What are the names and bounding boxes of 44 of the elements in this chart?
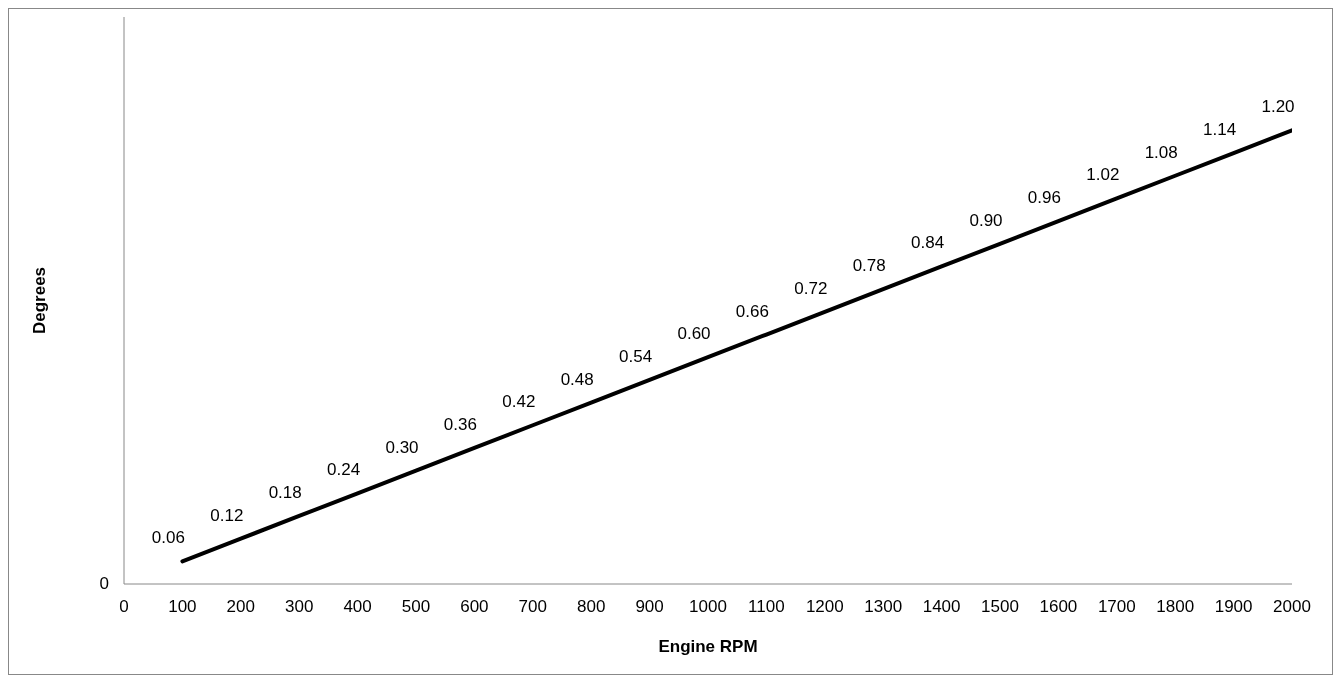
x-tick-label: 1800 [1156, 597, 1195, 617]
data-label: 1.14 [1203, 120, 1237, 140]
x-tick-label: 1300 [864, 597, 903, 617]
y-axis-title: Degrees [30, 266, 50, 335]
text: 0 [98, 574, 109, 594]
x-tick-label: 300 [285, 597, 314, 617]
x-tick-label: 600 [460, 597, 489, 617]
x-tick-label: 800 [577, 597, 606, 617]
x-tick-label: 200 [226, 597, 255, 617]
x-tick-label: 1900 [1214, 597, 1253, 617]
data-label: 0.60 [677, 324, 711, 344]
x-tick-label: 1100 [748, 597, 785, 617]
x-tick-label: 500 [401, 597, 431, 617]
x-axis-title: Engine RPM [658, 637, 758, 656]
x-tick-label: 1400 [922, 597, 961, 617]
data-label: 0.54 [619, 346, 653, 366]
data-label: 0.24 [327, 460, 361, 480]
x-tick-label: 0 [119, 597, 129, 617]
data-label: 0.12 [210, 505, 244, 525]
x-tick-label: 100 [168, 597, 197, 617]
data-label: 0.66 [735, 301, 769, 321]
data-label: 0.72 [794, 278, 828, 298]
x-tick-label: 400 [343, 597, 372, 617]
data-label: 1.02 [1086, 165, 1120, 185]
data-label: 0.96 [1027, 188, 1061, 208]
data-label: 1.08 [1144, 142, 1178, 162]
x-tick-label: 2000 [1273, 597, 1311, 617]
x-tick-label: 900 [635, 597, 664, 617]
x-tick-label: 1600 [1039, 597, 1078, 617]
data-label: 0.06 [151, 528, 185, 548]
x-tick-label: 700 [518, 597, 547, 617]
x-tick-label: 1500 [981, 597, 1019, 617]
x-tick-label: 1700 [1097, 597, 1136, 617]
data-label: 0.30 [385, 437, 419, 457]
data-label: 1.20 [1261, 97, 1295, 117]
data-label: 0.84 [911, 233, 945, 253]
data-label: 0.48 [560, 369, 594, 389]
data-label: 0.18 [268, 482, 302, 502]
x-tick-label: 1200 [805, 597, 844, 617]
data-label: 0.90 [969, 210, 1003, 230]
data-label: 0.42 [502, 392, 536, 412]
x-tick-label: 1000 [689, 597, 727, 617]
data-label: 0.36 [443, 414, 477, 434]
data-label: 0.78 [852, 256, 886, 276]
